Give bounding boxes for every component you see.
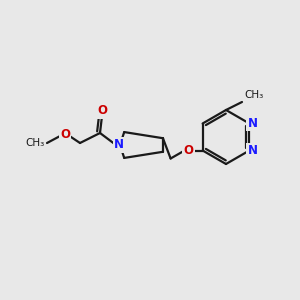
Text: CH₃: CH₃ (26, 138, 45, 148)
Text: N: N (114, 139, 124, 152)
Text: CH₃: CH₃ (244, 90, 263, 100)
Text: N: N (248, 117, 257, 130)
Text: O: O (60, 128, 70, 142)
Text: O: O (184, 144, 194, 157)
Text: O: O (97, 104, 107, 118)
Text: N: N (248, 144, 257, 157)
